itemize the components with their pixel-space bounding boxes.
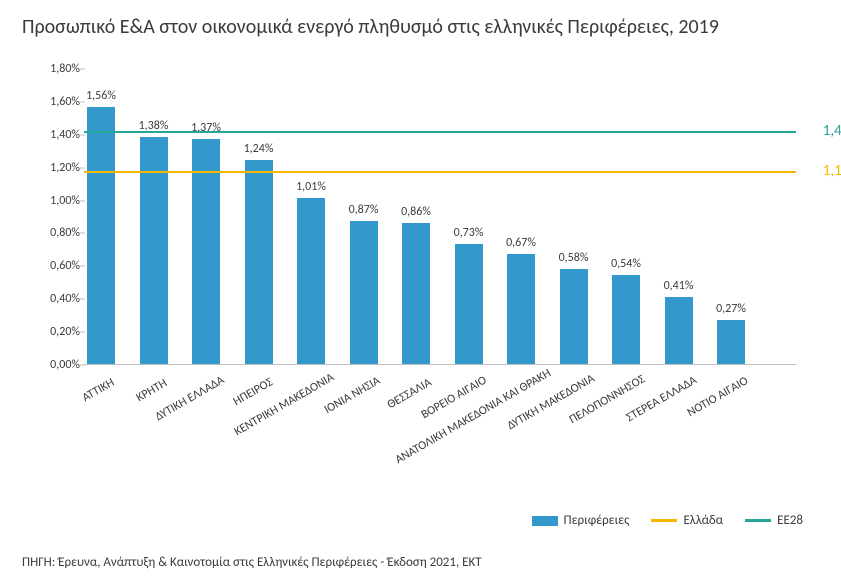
y-tick-label: 0,80% xyxy=(22,226,80,240)
bar xyxy=(560,269,588,364)
bar-value-label: 0,87% xyxy=(334,203,394,217)
bar-value-label: 0,73% xyxy=(439,226,499,240)
bar xyxy=(402,223,430,364)
bar-group: 0,73% xyxy=(455,244,483,364)
y-tick-label: 1,00% xyxy=(22,194,80,208)
bar xyxy=(350,221,378,364)
bar xyxy=(297,198,325,364)
y-tick-label: 0,20% xyxy=(22,325,80,339)
chart-title: Προσωπικό Ε&Α στον οικονομικά ενεργό πλη… xyxy=(22,14,819,41)
bar xyxy=(455,244,483,364)
reference-line-ellada xyxy=(84,171,796,173)
bar-value-label: 0,41% xyxy=(649,279,709,293)
bar-group: 1,24% xyxy=(245,160,273,364)
legend-item-ellada: Ελλάδα xyxy=(651,513,723,528)
bar-value-label: 0,27% xyxy=(701,302,761,316)
plot-area: 1,56%1,38%1,37%1,24%1,01%0,87%0,86%0,73%… xyxy=(84,69,796,365)
y-tick-label: 0,40% xyxy=(22,292,80,306)
bar xyxy=(612,275,640,364)
bar-value-label: 0,86% xyxy=(386,205,446,219)
bar-value-label: 1,56% xyxy=(71,89,131,103)
bar xyxy=(717,320,745,364)
x-tick-label: ΚΕΝΤΡΙΚΗ ΜΑΚΕΔΟΝΙΑ xyxy=(232,371,337,440)
bar-value-label: 1,01% xyxy=(281,180,341,194)
y-tick-label: 0,00% xyxy=(22,358,80,372)
legend: Περιφέρειες Ελλάδα ΕΕ28 xyxy=(532,513,804,528)
bar xyxy=(87,107,115,364)
bar-value-label: 0,58% xyxy=(544,251,604,265)
legend-swatch-ellada xyxy=(651,519,677,522)
chart-container: Προσωπικό Ε&Α στον οικονομικά ενεργό πλη… xyxy=(0,0,841,586)
legend-swatch-ee28 xyxy=(745,519,771,522)
y-tick-label: 1,80% xyxy=(22,62,80,76)
legend-label-ellada: Ελλάδα xyxy=(683,513,723,528)
x-tick-label: ΑΤΤΙΚΗ xyxy=(80,376,117,405)
bar-group: 1,56% xyxy=(87,107,115,364)
bar-group: 0,67% xyxy=(507,254,535,364)
reference-line-ee28 xyxy=(84,131,796,133)
bar-group: 0,27% xyxy=(717,320,745,364)
bar-group: 0,86% xyxy=(402,223,430,364)
bar-value-label: 0,54% xyxy=(596,257,656,271)
legend-item-regions: Περιφέρειες xyxy=(532,513,630,528)
bar xyxy=(665,297,693,364)
source-text: ΠΗΓΗ: Έρευνα, Ανάπτυξη & Καινοτομία στις… xyxy=(22,555,482,570)
y-tick-label: 1,40% xyxy=(22,128,80,142)
reference-line-label-ee28: 1,42% xyxy=(823,122,841,140)
bar-group: 0,54% xyxy=(612,275,640,364)
bar-value-label: 0,67% xyxy=(491,236,551,250)
legend-swatch-regions xyxy=(532,516,558,526)
bar-group: 0,41% xyxy=(665,297,693,364)
y-tick-label: 0,60% xyxy=(22,259,80,273)
bar-value-label: 1,24% xyxy=(229,142,289,156)
legend-item-ee28: ΕΕ28 xyxy=(745,513,803,528)
bar xyxy=(245,160,273,364)
bar-group: 0,58% xyxy=(560,269,588,364)
chart-area: 0,00% 0,20% 0,40% 0,60% 0,80% 1,00% 1,20% 1,40%… xyxy=(22,59,818,479)
legend-label-ee28: ΕΕ28 xyxy=(777,513,803,528)
bar-group: 1,01% xyxy=(297,198,325,364)
reference-line-label-ellada: 1,18% xyxy=(823,162,841,180)
y-tick-label: 1,20% xyxy=(22,161,80,175)
legend-label-regions: Περιφέρειες xyxy=(564,513,630,528)
bar xyxy=(507,254,535,364)
x-tick-label: ΚΡΗΤΗ xyxy=(134,376,170,405)
bar-group: 0,87% xyxy=(350,221,378,364)
